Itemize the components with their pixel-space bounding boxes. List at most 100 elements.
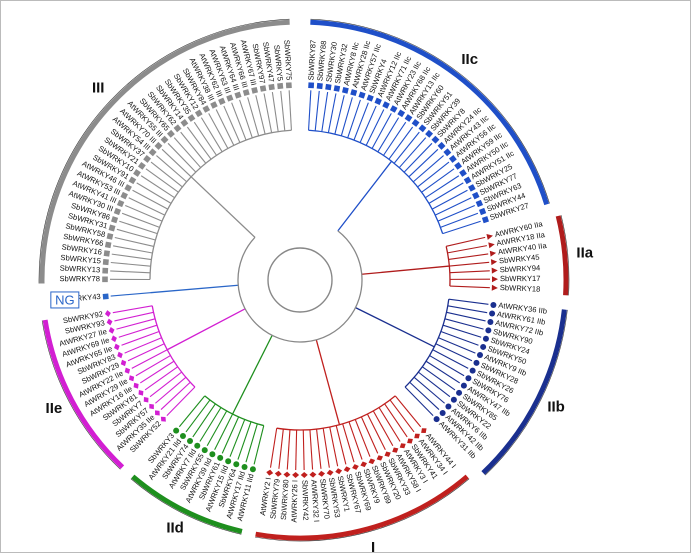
leaf-marker [343, 466, 351, 473]
leaf-branch [448, 253, 489, 260]
leaf-branch [412, 155, 444, 183]
leaf-marker [202, 105, 211, 113]
leaf-marker [439, 409, 446, 416]
leaf-branch [288, 90, 292, 131]
leaf-branch [393, 131, 420, 164]
leaf-branch [156, 155, 188, 183]
leaf-marker [490, 301, 497, 308]
leaf-branch [221, 416, 240, 454]
clade-label: III [92, 80, 105, 97]
leaf-label: SbWRKY94 [500, 263, 541, 274]
leaf-marker [116, 199, 125, 208]
clade-arc-edge [41, 320, 121, 470]
leaf-branch [316, 429, 322, 469]
leaf-branch [432, 349, 469, 369]
leaf-marker [283, 471, 291, 478]
leaf-branch [223, 105, 241, 143]
leaf-marker [102, 276, 108, 283]
leaf-branch [421, 168, 455, 193]
leaf-marker [102, 258, 109, 266]
leaf-branch [413, 376, 445, 404]
leaf-marker [459, 169, 467, 177]
leaf-branch [136, 182, 172, 204]
leaf-label: SbWRKY17 [500, 274, 541, 283]
leaf-marker [106, 233, 114, 240]
leaf-branch [131, 349, 168, 369]
root-arc [237, 230, 363, 343]
leaf-marker [333, 85, 341, 92]
leaf-branch [418, 371, 451, 398]
leaf-marker [318, 470, 326, 477]
leaf-branch [429, 355, 465, 377]
leaf-label: SbWRKY80 [279, 479, 291, 520]
leaf-marker [454, 161, 463, 170]
leaf-branch [389, 399, 415, 433]
leaf-marker [450, 396, 457, 403]
leaf-branch [237, 421, 252, 460]
leaf-label: SbWRKY5 [272, 44, 285, 81]
leaf-branch [360, 416, 379, 454]
leaf-branch [347, 99, 361, 138]
leaf-branch [434, 197, 472, 216]
leaf-branch [111, 253, 152, 261]
leaf-branch [340, 97, 353, 136]
leaf-branch [308, 90, 312, 131]
leaf-branch [127, 343, 165, 362]
leaf-branch [447, 305, 488, 314]
leaf-label: SbWRKY79 [268, 478, 281, 519]
leaf-marker [201, 447, 208, 454]
leaf-marker [376, 455, 383, 461]
leaf-marker [251, 86, 259, 94]
leaf-branch [302, 429, 305, 470]
leaf-marker [389, 105, 398, 113]
leaf-marker [335, 468, 343, 475]
leaf-marker [309, 471, 317, 478]
clade-stem [361, 265, 450, 275]
leaf-marker [404, 114, 413, 122]
leaf-branch [160, 381, 191, 410]
leaf-marker [368, 458, 376, 465]
leaf-branch [404, 386, 434, 416]
clade-arc [131, 474, 243, 534]
clade-stem [337, 160, 393, 232]
leaf-marker [476, 352, 483, 359]
leaf-marker [166, 129, 175, 138]
leaf-branch [446, 311, 486, 322]
leaf-label: SbWRKY13 [60, 264, 101, 275]
leaf-branch [214, 413, 234, 450]
leaf-marker [478, 207, 487, 216]
leaf-branch [255, 95, 266, 135]
leaf-branch [112, 305, 153, 314]
leaf-marker [249, 466, 256, 473]
leaf-branch [239, 99, 253, 138]
leaf-marker [133, 382, 139, 389]
leaf-branch [116, 228, 156, 241]
leaf-branch [334, 95, 345, 135]
leaf-branch [365, 109, 385, 146]
leaf-branch [167, 142, 197, 173]
leaf-branch [398, 137, 427, 168]
leaf-branch [269, 428, 278, 468]
leaf-branch [231, 102, 247, 141]
leaf-marker [104, 310, 111, 317]
leaf-marker [124, 184, 132, 192]
leaf-label: SbWRKY70 [318, 478, 331, 519]
leaf-marker [234, 91, 242, 99]
leaf-marker [104, 241, 112, 249]
leaf-marker [268, 83, 275, 91]
leaf-marker [360, 461, 368, 468]
leaf-marker [148, 148, 157, 157]
leaf-label: SbWRKY88 [315, 40, 328, 81]
leaf-marker [173, 427, 180, 434]
leaf-label: AtWRKY32 I [309, 479, 321, 522]
leaf-marker [489, 250, 497, 257]
leaf-branch [110, 261, 151, 267]
leaf-marker [486, 234, 493, 240]
leaf-branch [378, 407, 401, 442]
leaf-marker [103, 250, 110, 257]
leaf-branch [173, 137, 202, 168]
leaf-label: SbWRKY18 [500, 283, 541, 294]
leaf-marker [137, 161, 146, 170]
leaf-branch [132, 189, 169, 210]
leaf-branch [155, 376, 187, 404]
